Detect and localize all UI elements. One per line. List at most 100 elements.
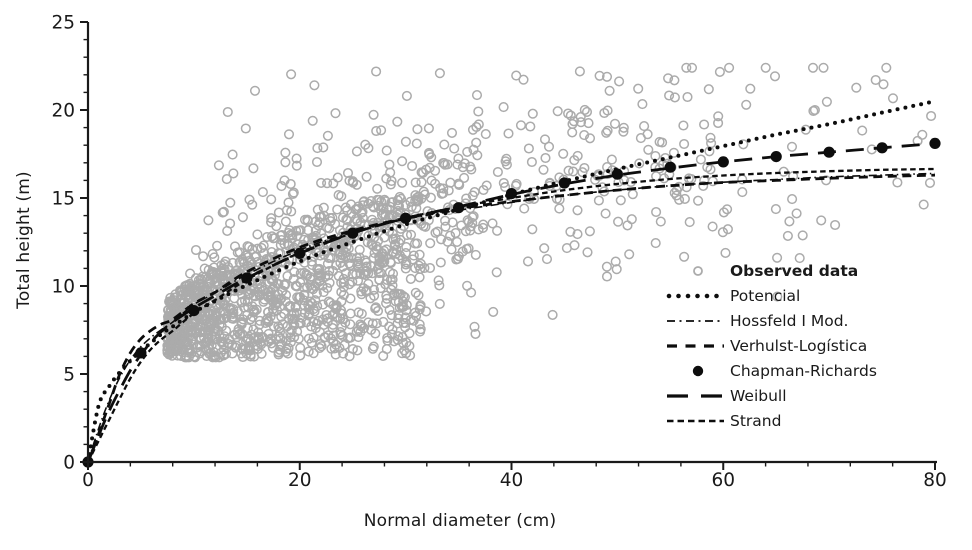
observed-data-point xyxy=(312,264,323,275)
legend-label: Verhulst-Logística xyxy=(730,336,868,355)
observed-data-point xyxy=(577,167,588,178)
observed-data-point xyxy=(445,230,456,241)
observed-data-point xyxy=(584,226,595,237)
observed-data-point xyxy=(470,328,481,339)
observed-data-point xyxy=(881,62,892,73)
observed-data-point xyxy=(258,240,269,251)
observed-data-point xyxy=(492,166,503,178)
observed-data-point xyxy=(389,336,400,347)
observed-data-point xyxy=(695,154,706,165)
observed-data-point xyxy=(769,71,781,82)
observed-data-point xyxy=(347,269,358,280)
observed-data-point xyxy=(228,313,239,324)
observed-data-point xyxy=(304,308,315,319)
observed-data-point xyxy=(650,238,661,249)
observed-data-point xyxy=(423,123,434,134)
observed-data-point xyxy=(604,85,615,96)
observed-data-point xyxy=(473,119,484,130)
observed-data-point xyxy=(390,233,401,244)
observed-data-point xyxy=(361,261,372,272)
observed-data-point xyxy=(189,319,200,330)
observed-data-point xyxy=(439,158,450,169)
observed-data-point xyxy=(633,83,644,94)
observed-data-point xyxy=(222,106,233,118)
observed-data-point xyxy=(355,327,366,338)
open-circle-icon xyxy=(664,264,726,278)
observed-data-point xyxy=(467,212,478,223)
observed-data-point xyxy=(374,194,385,205)
observed-data-point xyxy=(398,296,409,307)
observed-data-point xyxy=(327,309,338,320)
observed-data-point xyxy=(378,316,389,327)
observed-scatter-group xyxy=(162,62,937,363)
observed-data-point xyxy=(332,172,343,183)
observed-data-point xyxy=(245,284,256,295)
observed-data-point xyxy=(373,200,384,211)
observed-data-point xyxy=(651,206,662,218)
observed-data-point xyxy=(399,345,410,356)
legend-item-strand: Strand xyxy=(664,408,877,433)
observed-data-point xyxy=(401,242,412,253)
observed-data-point xyxy=(615,195,626,206)
observed-data-point xyxy=(410,177,421,188)
observed-data-point xyxy=(821,96,832,107)
observed-data-point xyxy=(266,338,277,349)
observed-data-point xyxy=(289,331,300,343)
observed-data-point xyxy=(307,115,318,126)
series-marker-chapman-richards xyxy=(611,168,624,180)
observed-data-point xyxy=(199,332,210,343)
observed-data-point xyxy=(718,207,729,218)
observed-data-point xyxy=(857,125,868,136)
observed-data-point xyxy=(582,247,593,258)
observed-data-point xyxy=(249,306,260,317)
legend-item-observed-data: Observed data xyxy=(664,258,877,283)
observed-data-point xyxy=(741,99,752,110)
observed-data-point xyxy=(446,244,457,255)
observed-data-point xyxy=(280,157,291,168)
observed-data-point xyxy=(314,342,325,354)
observed-data-point xyxy=(622,220,633,231)
observed-data-point xyxy=(309,80,320,91)
observed-data-point xyxy=(415,301,426,312)
observed-data-point xyxy=(256,242,267,253)
observed-data-point xyxy=(425,192,436,203)
observed-data-point xyxy=(572,229,583,240)
observed-data-point xyxy=(242,323,253,334)
observed-data-point xyxy=(440,221,451,232)
observed-data-point xyxy=(581,106,593,117)
observed-data-point xyxy=(698,180,709,191)
observed-data-point xyxy=(386,197,397,208)
observed-data-point xyxy=(167,350,178,361)
observed-data-point xyxy=(554,203,565,214)
observed-data-point xyxy=(378,350,389,361)
observed-data-point xyxy=(411,138,422,149)
observed-data-point xyxy=(385,257,396,268)
observed-data-point xyxy=(368,284,380,295)
observed-data-point xyxy=(372,305,384,317)
observed-data-point xyxy=(654,136,665,147)
observed-data-point xyxy=(313,315,324,326)
observed-data-point xyxy=(408,315,419,326)
observed-data-point xyxy=(384,304,395,315)
observed-data-point xyxy=(539,243,550,254)
observed-data-point xyxy=(681,182,692,193)
observed-data-point xyxy=(311,288,322,299)
observed-data-point xyxy=(234,247,245,258)
observed-data-point xyxy=(273,347,284,358)
observed-data-point xyxy=(358,196,369,207)
observed-data-point xyxy=(361,285,372,296)
legend: Observed data Potencial Hossfeld I Mod. … xyxy=(664,258,877,433)
observed-data-point xyxy=(331,240,342,251)
observed-data-point xyxy=(340,251,351,262)
observed-data-point xyxy=(434,298,445,309)
observed-data-point xyxy=(198,286,209,298)
observed-data-point xyxy=(213,160,224,171)
observed-data-point xyxy=(368,341,379,352)
observed-data-point xyxy=(236,318,247,329)
observed-data-point xyxy=(212,240,223,251)
y-tick-label: 25 xyxy=(51,13,75,34)
observed-data-point xyxy=(924,177,936,188)
observed-data-point xyxy=(415,326,426,337)
observed-data-point xyxy=(378,203,389,214)
